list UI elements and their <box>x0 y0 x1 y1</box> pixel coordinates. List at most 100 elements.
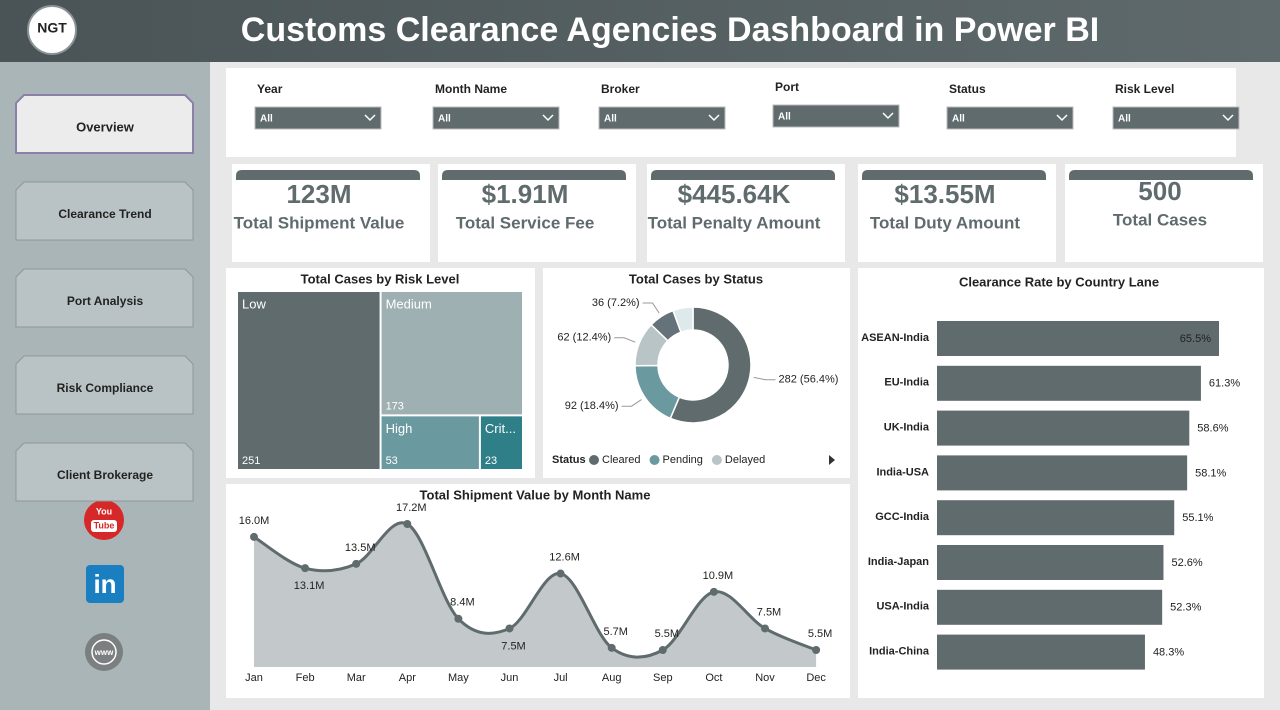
cell-name: High <box>386 421 413 436</box>
point-label: 5.7M <box>603 626 627 638</box>
point-label: 17.2M <box>396 502 427 514</box>
point <box>454 614 463 623</box>
bar-value: 55.1% <box>1182 512 1213 524</box>
bar-category: USA-India <box>876 601 929 613</box>
linkedin-text: in <box>93 569 116 599</box>
x-tick-label: Mar <box>347 672 366 684</box>
kpi-value: 500 <box>1138 176 1181 206</box>
legend-title: Status <box>552 454 586 466</box>
logo <box>27 5 77 55</box>
chart-title: Total Cases by Status <box>629 271 763 286</box>
dropdown-value: All <box>1118 114 1131 125</box>
bar <box>937 500 1175 536</box>
dropdown-value: All <box>952 114 965 125</box>
x-tick-label: May <box>448 672 469 684</box>
dropdown[interactable] <box>432 106 560 130</box>
filter-label: Broker <box>601 82 640 96</box>
point <box>607 643 616 652</box>
filter-label: Month Name <box>435 82 507 96</box>
point-label: 7.5M <box>501 640 525 652</box>
nav-label: Port Analysis <box>67 294 144 308</box>
kpi-value: $445.64K <box>678 179 791 209</box>
treemap-cell <box>381 416 479 469</box>
linkedin-icon[interactable] <box>86 565 124 603</box>
slice-label: 36 (7.2%) <box>592 297 640 309</box>
x-tick-label: Feb <box>296 672 315 684</box>
youtube-text: You <box>96 506 112 516</box>
nav-button[interactable] <box>15 268 194 328</box>
nav-label: Client Brokerage <box>57 468 153 482</box>
point-label: 5.5M <box>808 628 832 640</box>
youtube-badge <box>91 520 117 532</box>
bar-category: India-Japan <box>868 556 929 568</box>
bar-category: India-China <box>869 646 930 658</box>
kpi-card <box>858 164 1056 262</box>
bar-value: 65.5% <box>1180 333 1211 345</box>
slice-label: 92 (18.4%) <box>565 400 619 412</box>
dropdown-arrow <box>1056 114 1068 122</box>
x-tick-label: Jan <box>245 672 263 684</box>
kpi-value: 123M <box>286 179 351 209</box>
area-fill <box>254 522 817 667</box>
nav-button[interactable] <box>15 355 194 415</box>
x-tick-label: Sep <box>653 672 673 684</box>
slice-label: 282 (56.4%) <box>779 374 839 386</box>
youtube-text: Tube <box>94 520 115 530</box>
nav-button[interactable] <box>15 94 194 154</box>
chart-title: Total Cases by Risk Level <box>301 271 460 286</box>
bar <box>937 634 1145 670</box>
bar-category: UK-India <box>884 422 930 434</box>
point <box>709 587 718 596</box>
dropdown-arrow <box>1222 114 1234 122</box>
slice-label: 62 (12.4%) <box>557 332 611 344</box>
point <box>556 569 565 578</box>
bar-value: 48.3% <box>1153 647 1184 659</box>
dropdown[interactable] <box>772 104 900 128</box>
legend-more[interactable] <box>829 455 835 465</box>
bar-value: 52.3% <box>1170 602 1201 614</box>
point <box>761 624 769 633</box>
dropdown-value: All <box>438 114 451 125</box>
header-bar <box>0 0 1280 62</box>
point-label: 16.0M <box>239 515 270 527</box>
bar <box>937 365 1201 401</box>
point-label: 12.6M <box>549 551 580 563</box>
dropdown[interactable] <box>254 106 382 130</box>
cell-value: 173 <box>386 400 404 412</box>
globe <box>91 639 117 665</box>
dropdown-arrow <box>882 112 894 120</box>
cell-value: 53 <box>386 455 398 467</box>
filter-label: Port <box>775 80 799 94</box>
dropdown[interactable] <box>946 106 1074 130</box>
bar-category: EU-India <box>884 377 929 389</box>
web-icon[interactable] <box>85 633 123 671</box>
leader-line <box>621 399 642 407</box>
dropdown[interactable] <box>1112 106 1240 130</box>
kpi-value: $1.91M <box>482 179 569 209</box>
kpi-label: Total Penalty Amount <box>648 213 821 232</box>
legend-swatch <box>649 455 660 465</box>
donut-slice <box>669 306 752 424</box>
point <box>250 532 258 541</box>
kpi-tab <box>862 170 1046 180</box>
leader-line <box>614 337 636 343</box>
x-tick-label: Oct <box>705 672 722 684</box>
bar-value: 61.3% <box>1209 378 1240 390</box>
nav-button[interactable] <box>15 442 194 502</box>
dropdown[interactable] <box>598 106 726 130</box>
bar-value: 58.1% <box>1195 467 1226 479</box>
kpi-card <box>1065 164 1263 262</box>
nav-button[interactable] <box>15 181 194 241</box>
x-tick-label: Dec <box>806 672 826 684</box>
bar <box>937 410 1190 446</box>
legend-label: Cleared <box>602 454 641 466</box>
point-label: 5.5M <box>655 628 679 640</box>
point-label: 13.5M <box>345 542 376 554</box>
x-tick-label: Jul <box>554 672 568 684</box>
bar <box>937 589 1163 625</box>
kpi-tab <box>442 170 626 180</box>
kpi-label: Total Duty Amount <box>870 213 1020 232</box>
cell-value: 23 <box>485 455 497 467</box>
point <box>505 624 514 633</box>
